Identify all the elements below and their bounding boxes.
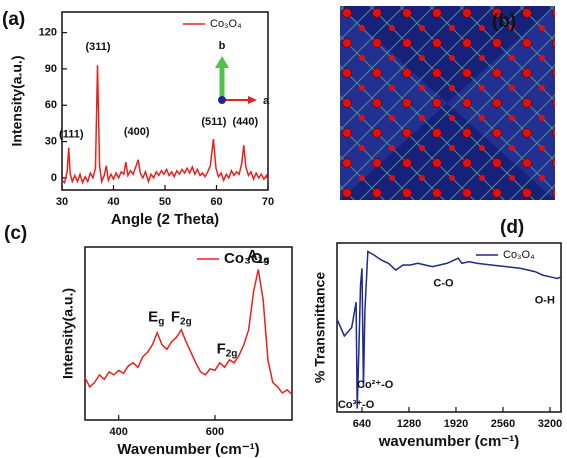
- y-axis-label: Intensity(a.u.): [60, 288, 76, 379]
- y-tick-label: 0: [51, 172, 57, 184]
- plot-frame: [84, 246, 293, 421]
- legend-label: Co₃O₄: [210, 18, 242, 30]
- x-axis-label: Angle (2 Theta): [111, 211, 219, 228]
- annotation: F2g: [217, 340, 238, 359]
- crystal-structure: [340, 6, 555, 200]
- inset-axes: b a: [215, 40, 270, 107]
- annotation: A1g: [247, 247, 270, 266]
- annotation-text: A: [247, 247, 258, 264]
- annotation-sub: 1g: [258, 255, 270, 266]
- y-tick-label: 60: [45, 99, 57, 111]
- annotation-text: C-O: [433, 277, 454, 289]
- annotation-text: F: [217, 340, 226, 357]
- plot-frame: [336, 242, 562, 413]
- annotation: C-O: [433, 277, 454, 289]
- annotation: (511): [201, 116, 226, 128]
- annotation: Co²⁺-O: [357, 379, 394, 391]
- x-axis-label: Wavenumber (cm⁻¹): [117, 441, 259, 458]
- inset-label: b: [219, 40, 226, 52]
- y-tick-label: 120: [39, 26, 57, 38]
- panel-label: (d): [500, 217, 524, 238]
- x-tick-label: 60: [210, 196, 222, 208]
- data-line: [61, 65, 269, 185]
- legend-label: Co₃O₄: [224, 250, 270, 267]
- panel-label: (c): [4, 223, 27, 244]
- x-tick-label: 40: [107, 196, 119, 208]
- annotation: F2g: [171, 309, 192, 328]
- x-tick-label: 640: [353, 418, 371, 430]
- x-tick-label: 30: [56, 196, 68, 208]
- x-tick-label: 400: [110, 426, 128, 438]
- annotation: O-H: [535, 294, 555, 306]
- panel-label: (a): [2, 9, 25, 30]
- legend-label: Co₃O₄: [503, 249, 535, 261]
- annotation: (440): [232, 116, 258, 128]
- panel-label: (b): [492, 11, 516, 32]
- x-tick-label: 3200: [538, 418, 562, 430]
- inset-label: a: [263, 95, 270, 107]
- y-axis-label: Intensity(a.u.): [9, 55, 25, 146]
- annotation-sub: 2g: [180, 316, 192, 327]
- annotation-text: (111): [59, 128, 84, 140]
- annotation: Co³⁺-O: [338, 399, 375, 411]
- data-line: [84, 269, 293, 395]
- annotation: Eg: [148, 309, 164, 328]
- x-tick-label: 600: [206, 426, 224, 438]
- arrow-a-head: [248, 96, 257, 104]
- y-axis-label: % Transmittance: [312, 272, 328, 383]
- annotation: (311): [86, 41, 111, 53]
- y-tick-label: 90: [45, 63, 57, 75]
- annotation-text: (400): [124, 126, 150, 138]
- x-tick-label: 2560: [491, 418, 515, 430]
- annotation: (400): [124, 126, 150, 138]
- arrow-b-head: [215, 56, 229, 68]
- annotation-text: Co²⁺-O: [357, 379, 394, 391]
- annotation-text: E: [148, 309, 158, 326]
- structure-atoms: [340, 6, 555, 200]
- y-tick-label: 30: [45, 135, 57, 147]
- annotation-text: (440): [232, 116, 258, 128]
- x-tick-label: 70: [262, 196, 274, 208]
- annotation-text: (311): [86, 41, 111, 53]
- annotation-text: F: [171, 309, 180, 326]
- annotation: (111): [59, 128, 84, 140]
- x-tick-label: 50: [159, 196, 171, 208]
- annotation-text: (511): [201, 116, 226, 128]
- x-tick-label: 1920: [444, 418, 468, 430]
- annotation-text: O-H: [535, 294, 555, 306]
- annotation-sub: 2g: [226, 348, 238, 359]
- x-tick-label: 1280: [397, 418, 421, 430]
- annotation-text: Co³⁺-O: [338, 399, 375, 411]
- annotation-sub: g: [158, 316, 164, 327]
- origin: [218, 96, 226, 104]
- x-axis-label: wavenumber (cm⁻¹): [378, 433, 519, 450]
- data-line: [336, 250, 562, 409]
